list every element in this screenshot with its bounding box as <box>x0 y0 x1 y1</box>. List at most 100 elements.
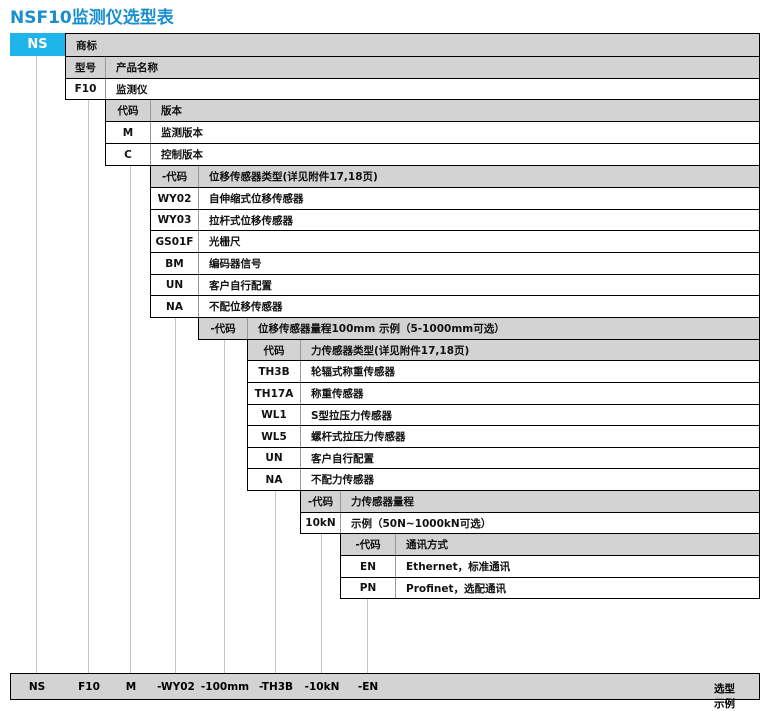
option-code: TH3B <box>248 361 301 382</box>
option-code: NA <box>248 469 301 490</box>
section-header: 代码 版本 <box>106 100 759 122</box>
option-code: UN <box>151 275 199 295</box>
option-row: NA 不配力传感器 <box>248 469 759 491</box>
option-code: 代码 <box>106 100 151 121</box>
connector-line <box>367 598 368 673</box>
option-label: 螺杆式拉压力传感器 <box>311 431 406 443</box>
option-code: 代码 <box>248 340 301 360</box>
brand-code: NS <box>10 33 65 56</box>
option-code: -代码 <box>341 534 396 555</box>
option-label: 轮辐式称重传感器 <box>311 366 395 378</box>
option-label: 监测版本 <box>161 127 203 139</box>
option-code: WY02 <box>151 188 199 209</box>
option-code: NA <box>151 296 199 317</box>
option-label: 位移传感器量程100mm 示例（5-1000mm可选） <box>258 323 505 335</box>
example-part: -EN <box>357 681 379 693</box>
option-code: -代码 <box>199 318 248 339</box>
section-header: 代码 力传感器类型(详见附件17,18页) <box>248 340 759 361</box>
option-row: PN Profinet，选配通讯 <box>341 578 759 599</box>
option-code: GS01F <box>151 231 199 252</box>
example-part: F10 <box>78 681 100 693</box>
option-row: UN 客户自行配置 <box>248 448 759 469</box>
option-row: WL1 S型拉压力传感器 <box>248 405 759 426</box>
option-code: TH17A <box>248 383 301 404</box>
option-row: TH17A 称重传感器 <box>248 383 759 405</box>
option-label: 不配位移传感器 <box>209 301 283 313</box>
example-part: -TH3B <box>258 681 294 693</box>
option-code: -代码 <box>301 491 341 512</box>
brand-label: 商标 <box>76 39 97 52</box>
connector-line <box>36 56 37 673</box>
option-code: F10 <box>66 79 106 99</box>
section-header: 型号 产品名称 <box>66 57 759 79</box>
option-code: C <box>106 144 151 165</box>
option-code: BM <box>151 253 199 274</box>
option-row: F10 监测仪 <box>66 79 759 100</box>
option-row: 10kN 示例（50N~1000kN可选） <box>301 513 759 534</box>
option-row: WY03 拉杆式位移传感器 <box>151 210 759 231</box>
option-label: Profinet，选配通讯 <box>406 582 506 595</box>
option-code: PN <box>341 578 396 598</box>
option-label: 力传感器类型(详见附件17,18页) <box>311 344 470 357</box>
example-part: -100mm <box>200 681 250 693</box>
section-block: -代码 位移传感器量程100mm 示例（5-1000mm可选） <box>198 317 760 340</box>
option-code: UN <box>248 448 301 468</box>
option-label: 产品名称 <box>116 62 158 74</box>
option-row: WL5 螺杆式拉压力传感器 <box>248 426 759 448</box>
connector-line <box>224 339 225 673</box>
option-label: 通讯方式 <box>406 539 448 551</box>
option-label: Ethernet，标准通讯 <box>406 561 511 573</box>
option-row: NA 不配位移传感器 <box>151 296 759 318</box>
connector-line <box>175 317 176 673</box>
example-part: M <box>125 681 137 693</box>
option-code: M <box>106 122 151 143</box>
option-row: WY02 自伸缩式位移传感器 <box>151 188 759 210</box>
option-code: -代码 <box>151 166 199 187</box>
section-block: 型号 产品名称 F10 监测仪 <box>65 56 760 100</box>
option-label: 称重传感器 <box>311 388 364 400</box>
option-label: 光栅尺 <box>209 236 241 248</box>
section-header: -代码 通讯方式 <box>341 534 759 556</box>
option-label: 控制版本 <box>161 149 203 161</box>
option-row: C 控制版本 <box>106 144 759 166</box>
option-code: 型号 <box>66 57 106 78</box>
connector-line <box>130 165 131 673</box>
section-block: -代码 位移传感器类型(详见附件17,18页) WY02 自伸缩式位移传感器 WY03 拉… <box>150 165 760 318</box>
option-label: 位移传感器类型(详见附件17,18页) <box>209 171 378 183</box>
option-code: WL5 <box>248 426 301 447</box>
option-label: 拉杆式位移传感器 <box>209 214 293 227</box>
section-block: 代码 力传感器类型(详见附件17,18页) TH3B 轮辐式称重传感器 TH17A 称重传… <box>247 339 760 491</box>
option-code: EN <box>341 556 396 577</box>
option-label: 监测仪 <box>116 83 148 96</box>
section-header: -代码 位移传感器量程100mm 示例（5-1000mm可选） <box>199 318 759 340</box>
connector-line <box>88 99 89 673</box>
section-block: -代码 通讯方式 EN Ethernet，标准通讯 PN Profinet，选配通讯 <box>340 533 760 599</box>
option-label: 客户自行配置 <box>311 452 374 465</box>
example-label: 选型示例 <box>714 683 735 710</box>
option-code: 10kN <box>301 513 341 533</box>
brand-block: 商标 <box>65 33 760 57</box>
section-block: -代码 力传感器量程 10kN 示例（50N~1000kN可选） <box>300 490 760 534</box>
option-code: WL1 <box>248 405 301 425</box>
connector-line <box>321 533 322 673</box>
option-label: S型拉压力传感器 <box>311 409 393 422</box>
example-part: -WY02 <box>157 681 195 693</box>
connector-line <box>275 490 276 673</box>
section-header: -代码 力传感器量程 <box>301 491 759 513</box>
option-code: WY03 <box>151 210 199 230</box>
option-row: BM 编码器信号 <box>151 253 759 275</box>
option-row: TH3B 轮辐式称重传感器 <box>248 361 759 383</box>
section-block: 代码 版本 M 监测版本 C 控制版本 <box>105 99 760 166</box>
option-row: UN 客户自行配置 <box>151 275 759 296</box>
example-bar: NS F10 M -WY02 -100mm -TH3B -10kN -EN 选型示例 <box>10 673 760 710</box>
example-part: NS <box>28 681 46 693</box>
option-label: 版本 <box>161 105 182 117</box>
example-part: -10kN <box>304 681 340 693</box>
option-label: 编码器信号 <box>209 258 262 270</box>
option-label: 客户自行配置 <box>209 279 272 292</box>
option-label: 示例（50N~1000kN可选） <box>351 517 492 530</box>
option-label: 力传感器量程 <box>351 496 414 508</box>
option-label: 自伸缩式位移传感器 <box>209 193 304 205</box>
option-label: 不配力传感器 <box>311 474 374 486</box>
section-header: -代码 位移传感器类型(详见附件17,18页) <box>151 166 759 188</box>
